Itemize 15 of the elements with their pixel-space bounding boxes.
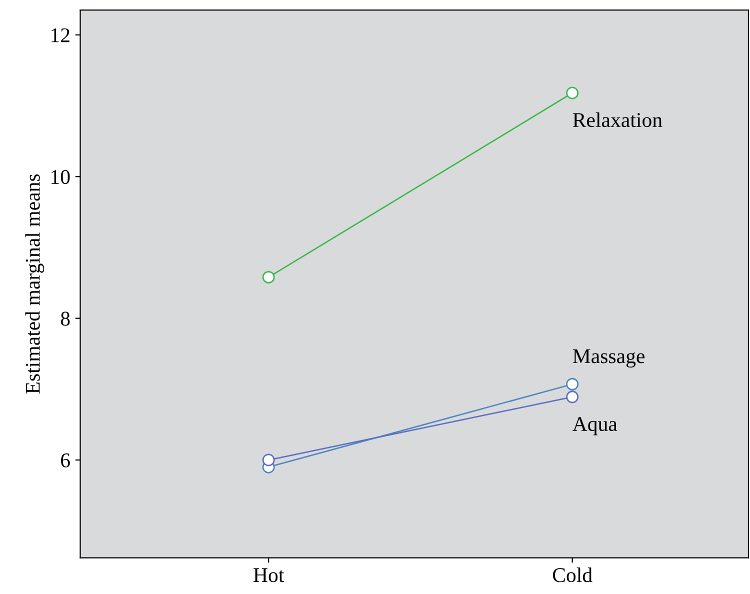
point <box>262 454 275 466</box>
x-tick-label: Cold <box>552 567 592 582</box>
point <box>566 378 579 390</box>
point <box>566 390 579 404</box>
series-label: Massage <box>572 349 644 368</box>
y-tick-label: 8 <box>60 312 70 326</box>
point <box>262 270 275 284</box>
y-tick-label: 6 <box>61 453 70 468</box>
series-label: Relaxation <box>572 112 662 128</box>
series-label: Aqua <box>572 417 618 436</box>
y-axis-title: Estimated marginal means <box>25 174 44 394</box>
y-tick-label: 10 <box>52 170 70 184</box>
point <box>566 86 579 100</box>
y-tick-label: 12 <box>52 28 70 42</box>
x-tick-label: Hot <box>254 568 284 582</box>
